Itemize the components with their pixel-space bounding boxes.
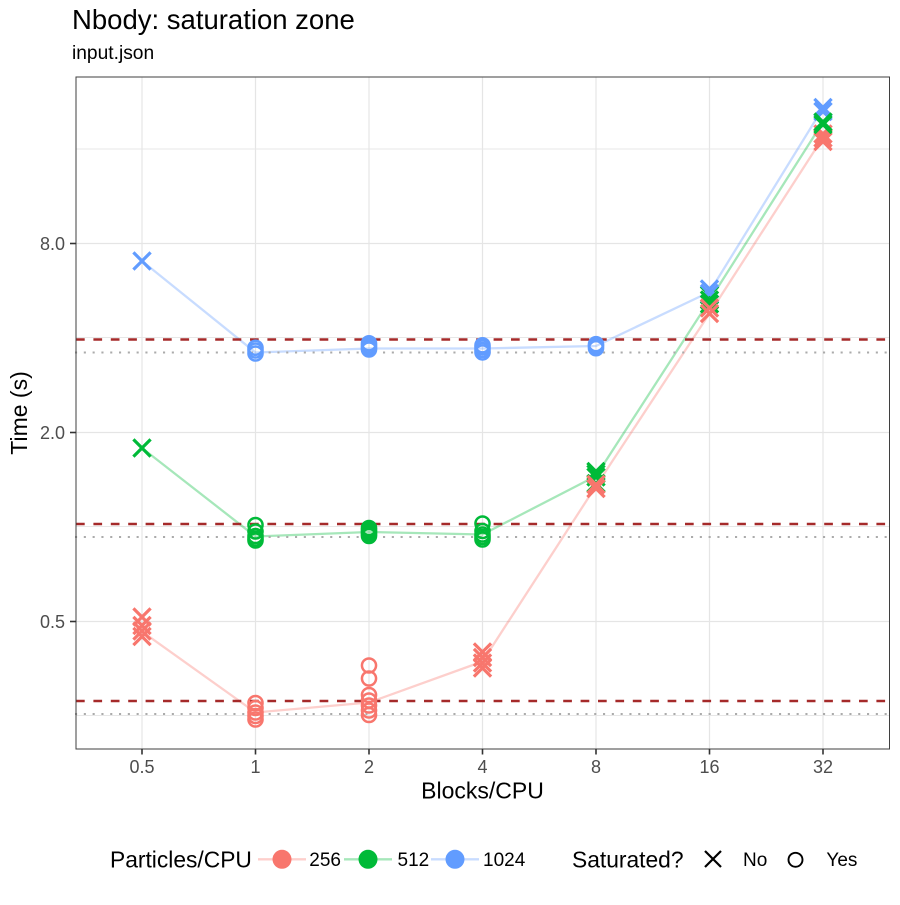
svg-text:Blocks/CPU: Blocks/CPU	[421, 778, 544, 804]
svg-text:4: 4	[477, 757, 487, 777]
svg-text:16: 16	[699, 757, 719, 777]
svg-text:2.0: 2.0	[40, 423, 65, 443]
svg-text:2: 2	[364, 757, 374, 777]
svg-text:0.5: 0.5	[40, 612, 65, 632]
svg-text:No: No	[743, 850, 767, 871]
svg-text:256: 256	[309, 850, 341, 871]
svg-text:1: 1	[250, 757, 260, 777]
svg-text:8: 8	[591, 757, 601, 777]
svg-text:input.json: input.json	[72, 43, 154, 64]
svg-text:Time (s): Time (s)	[6, 371, 32, 454]
svg-text:1024: 1024	[483, 850, 526, 871]
svg-text:8.0: 8.0	[40, 234, 65, 254]
svg-text:Saturated?: Saturated?	[572, 847, 684, 873]
svg-text:32: 32	[813, 757, 833, 777]
svg-text:512: 512	[398, 850, 430, 871]
svg-text:Yes: Yes	[826, 850, 857, 871]
svg-text:Particles/CPU: Particles/CPU	[110, 847, 252, 873]
svg-text:Nbody: saturation zone: Nbody: saturation zone	[72, 4, 355, 35]
svg-text:0.5: 0.5	[129, 757, 154, 777]
